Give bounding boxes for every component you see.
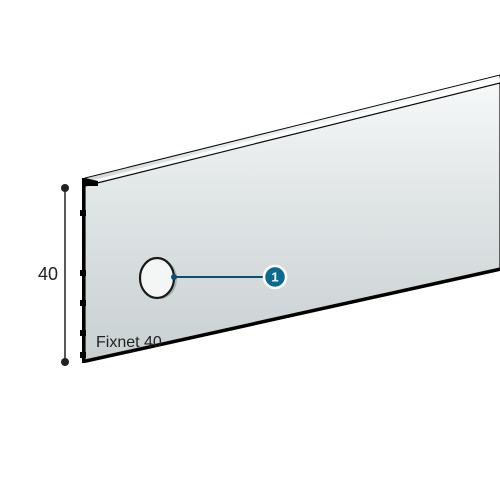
dimension-label: 40 xyxy=(38,264,58,284)
callout-number: 1 xyxy=(271,270,278,285)
product-label: Fixnet 40 xyxy=(96,334,162,351)
dimension-40: 40 xyxy=(38,184,69,366)
profile-rail: Fixnet 40 xyxy=(80,75,500,363)
technical-diagram: 40 Fixnet 40 1 xyxy=(0,0,500,500)
